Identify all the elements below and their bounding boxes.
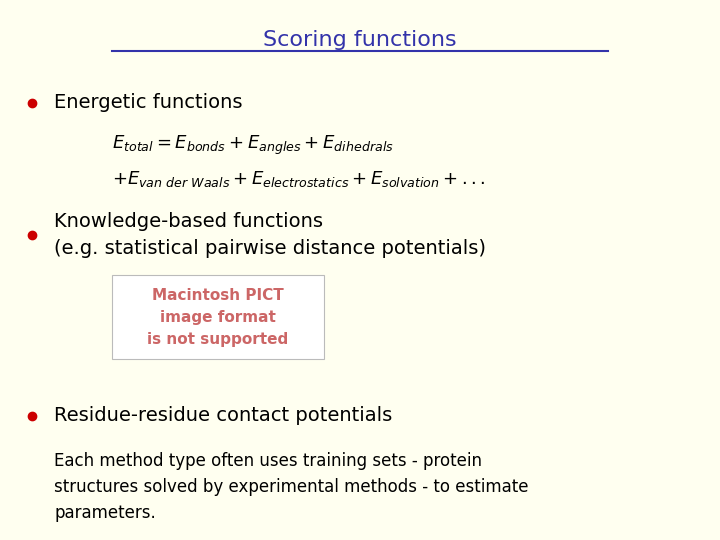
Text: Knowledge-based functions
(e.g. statistical pairwise distance potentials): Knowledge-based functions (e.g. statisti… bbox=[54, 212, 486, 258]
Text: $+ E_{van\ der\ Waals} + E_{electrostatics} + E_{solvation} + ...$: $+ E_{van\ der\ Waals} + E_{electrostati… bbox=[112, 169, 485, 190]
Text: $E_{total} = E_{bonds} + E_{angles} + E_{dihedrals}$: $E_{total} = E_{bonds} + E_{angles} + E_… bbox=[112, 134, 393, 157]
Text: Macintosh PICT
image format
is not supported: Macintosh PICT image format is not suppo… bbox=[147, 287, 289, 347]
Text: Energetic functions: Energetic functions bbox=[54, 93, 243, 112]
Text: Each method type often uses training sets - protein
structures solved by experim: Each method type often uses training set… bbox=[54, 451, 528, 523]
Text: Residue-residue contact potentials: Residue-residue contact potentials bbox=[54, 406, 392, 426]
FancyBboxPatch shape bbox=[112, 275, 324, 359]
Text: Scoring functions: Scoring functions bbox=[264, 30, 456, 50]
